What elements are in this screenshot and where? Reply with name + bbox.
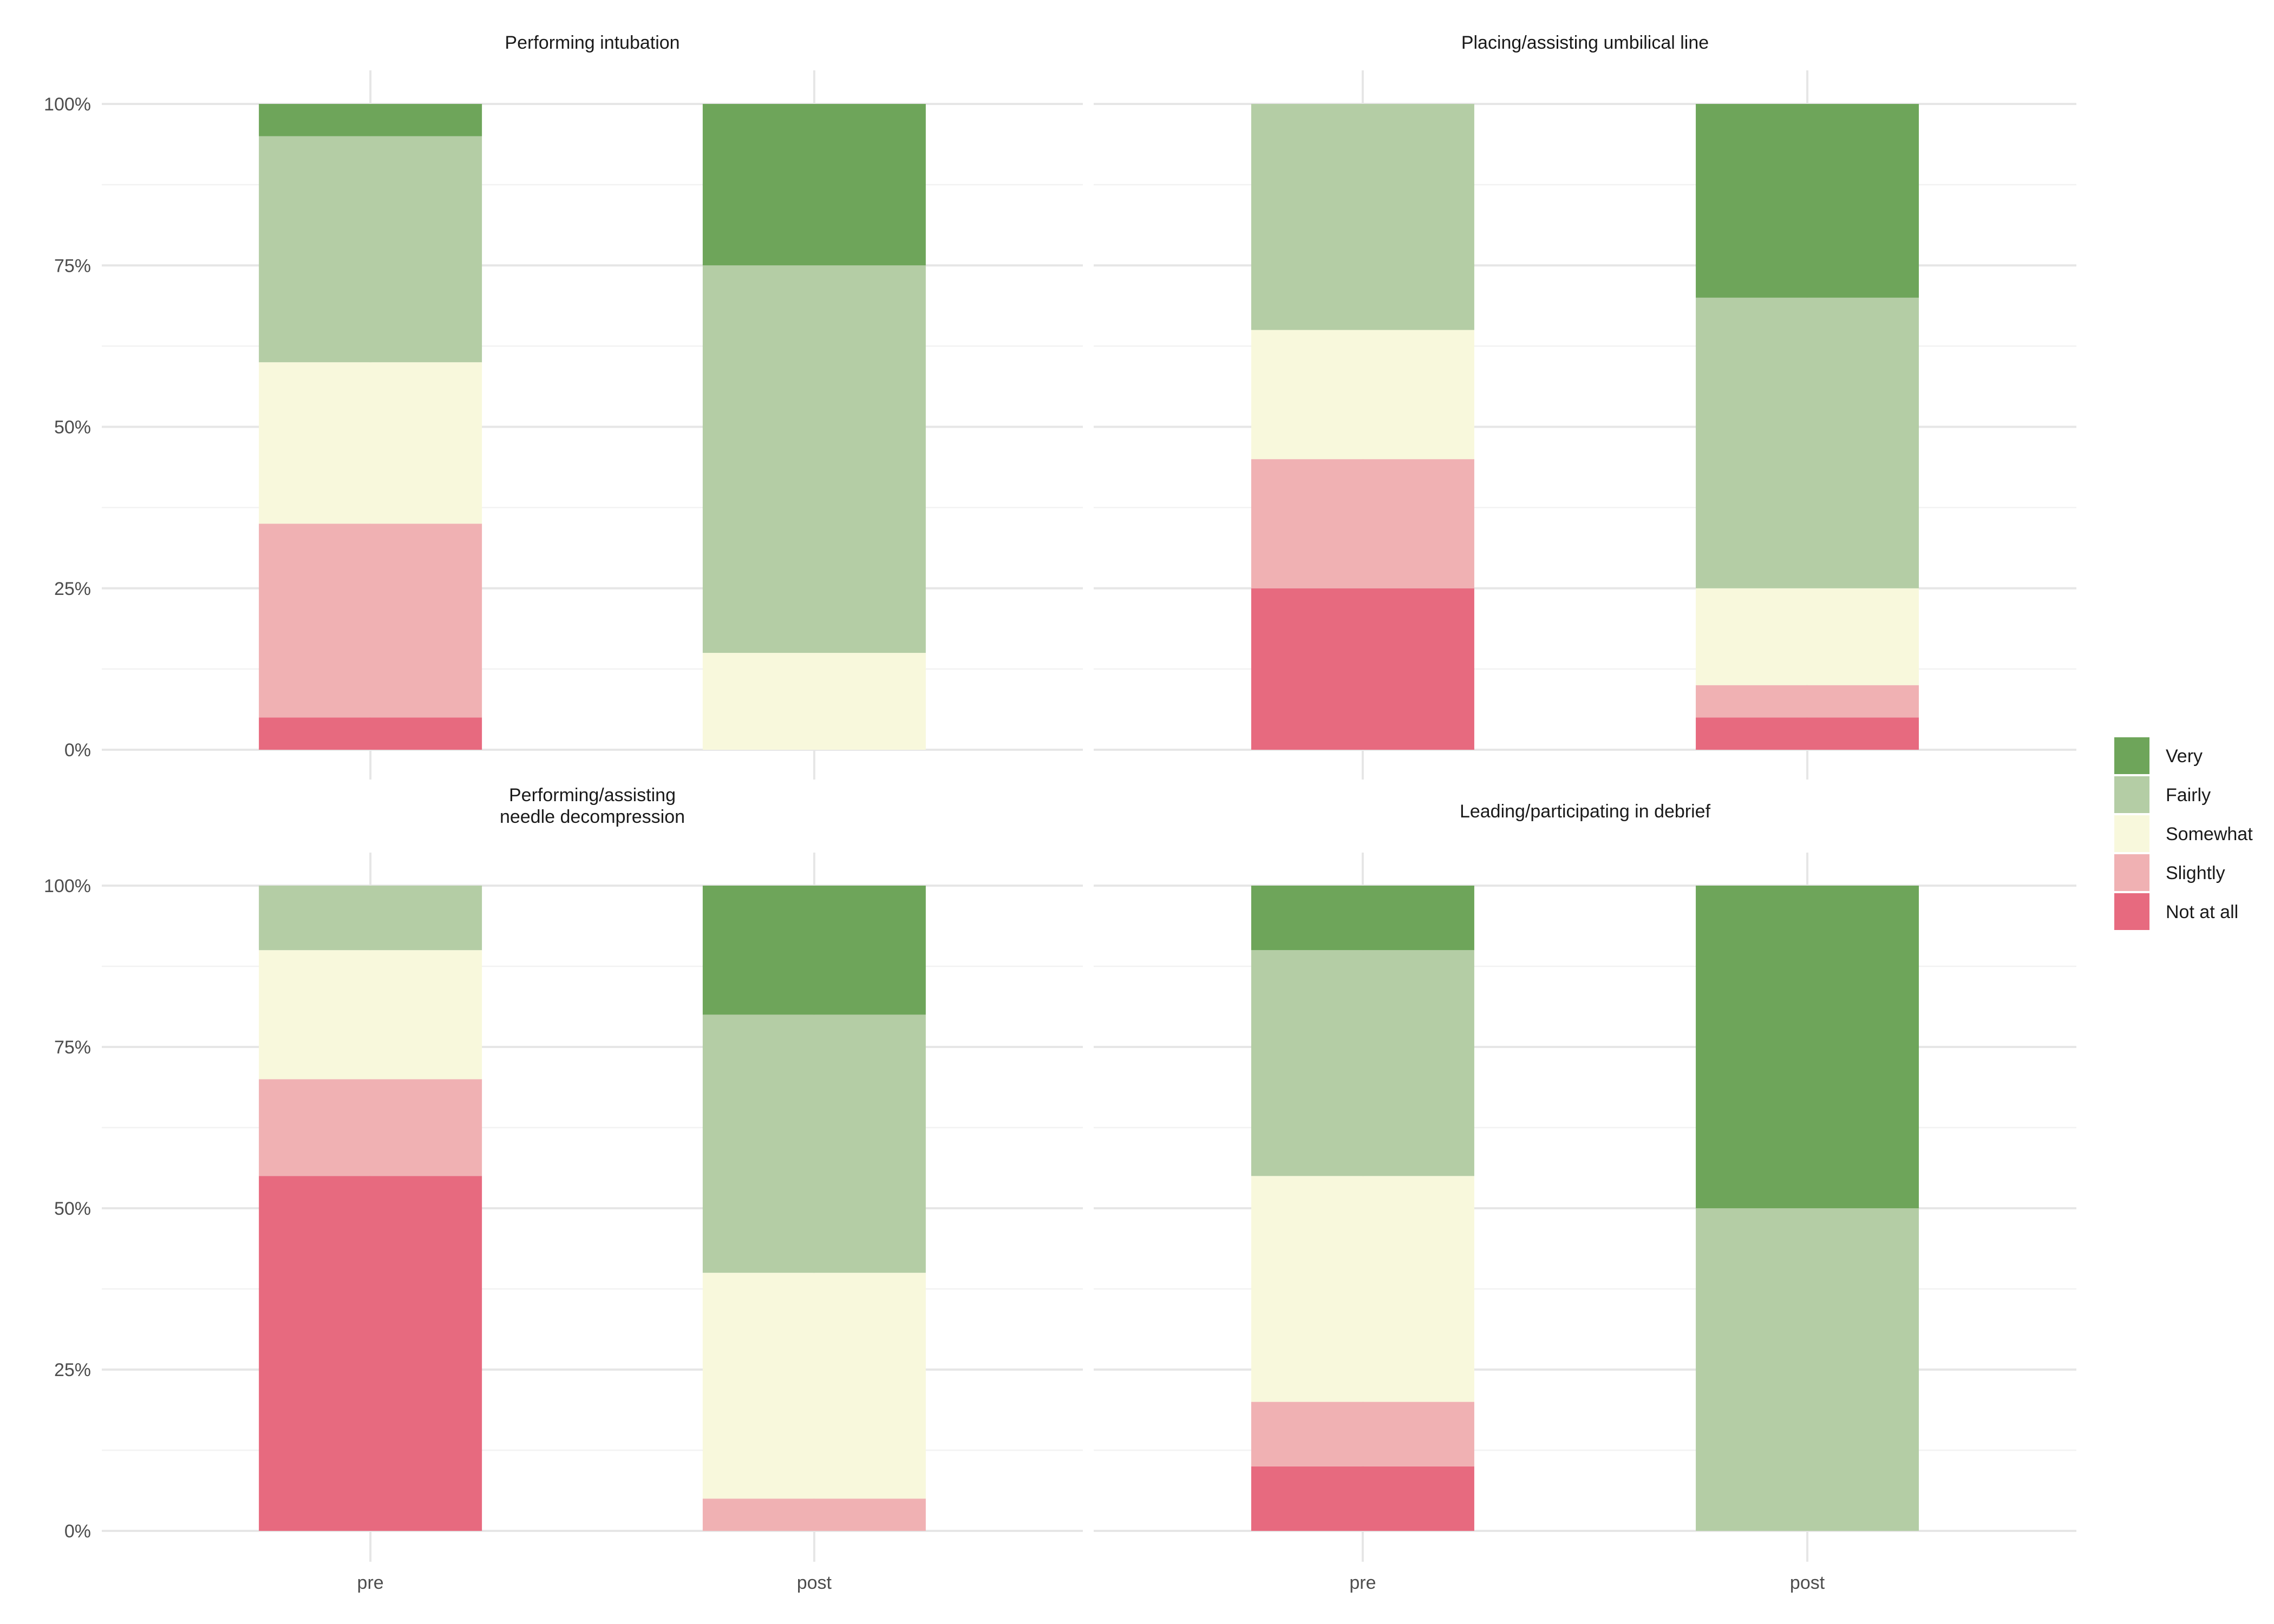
bar-segment-pre-not-at-all <box>259 717 482 750</box>
y-tick-label: 0% <box>64 1521 91 1542</box>
bar-segment-post-very <box>702 104 926 266</box>
y-tick-label: 75% <box>54 1037 91 1058</box>
bar-segment-post-fairly <box>702 265 926 653</box>
panel-title: needle decompression <box>500 807 685 827</box>
bar-segment-pre-slightly <box>259 523 482 718</box>
y-tick-label: 100% <box>44 876 91 896</box>
y-tick-label: 100% <box>44 94 91 115</box>
legend-swatch-slightly <box>2114 854 2149 891</box>
legend-label-not-at-all: Not at all <box>2166 902 2238 922</box>
y-tick-label: 25% <box>54 579 91 599</box>
bar-segment-pre-very <box>259 104 482 136</box>
bar-segment-post-fairly <box>1696 1208 1919 1531</box>
panel-title: Leading/participating in debrief <box>1460 801 1711 822</box>
legend-swatch-not-at-all <box>2114 893 2149 930</box>
bar-segment-pre-somewhat <box>1251 330 1474 460</box>
y-tick-label: 50% <box>54 1199 91 1219</box>
bar-segment-post-somewhat <box>702 1273 926 1499</box>
legend-label-slightly: Slightly <box>2166 863 2225 883</box>
x-tick-label: post <box>1790 1573 1825 1593</box>
bar-segment-pre-not-at-all <box>1251 1466 1474 1531</box>
y-tick-label: 0% <box>64 740 91 761</box>
bar-segment-post-somewhat <box>1696 588 1919 685</box>
legend-swatch-fairly <box>2114 776 2149 813</box>
legend-label-fairly: Fairly <box>2166 785 2211 806</box>
y-tick-label: 50% <box>54 417 91 438</box>
bar-segment-post-slightly <box>1696 685 1919 718</box>
x-tick-label: pre <box>357 1573 384 1593</box>
bar-segment-pre-slightly <box>1251 1402 1474 1466</box>
y-tick-label: 75% <box>54 256 91 276</box>
legend-label-somewhat: Somewhat <box>2166 824 2253 844</box>
panel-title: Performing intubation <box>505 32 679 53</box>
bar-segment-post-very <box>702 886 926 1015</box>
bar-segment-pre-fairly <box>1251 950 1474 1176</box>
bar-segment-post-fairly <box>702 1014 926 1273</box>
legend-label-very: Very <box>2166 746 2203 767</box>
panel-title: Performing/assisting <box>509 785 676 806</box>
bar-segment-post-very <box>1696 104 1919 298</box>
x-tick-label: post <box>797 1573 832 1593</box>
y-tick-label: 25% <box>54 1360 91 1380</box>
bar-segment-pre-fairly <box>259 886 482 951</box>
bar-segment-pre-slightly <box>1251 459 1474 588</box>
bar-segment-post-not-at-all <box>1696 717 1919 750</box>
bar-segment-post-very <box>1696 886 1919 1208</box>
bar-segment-pre-slightly <box>259 1079 482 1176</box>
bar-segment-pre-somewhat <box>259 362 482 524</box>
bar-segment-pre-fairly <box>259 136 482 363</box>
bar-segment-pre-not-at-all <box>1251 588 1474 750</box>
bar-segment-post-somewhat <box>702 653 926 750</box>
x-tick-label: pre <box>1349 1573 1376 1593</box>
legend-swatch-very <box>2114 737 2149 774</box>
bar-segment-pre-somewhat <box>1251 1176 1474 1402</box>
legend-swatch-somewhat <box>2114 815 2149 852</box>
bar-segment-post-fairly <box>1696 297 1919 588</box>
bar-segment-pre-very <box>1251 886 1474 951</box>
bar-segment-pre-not-at-all <box>259 1176 482 1531</box>
bar-segment-pre-somewhat <box>259 950 482 1079</box>
panel-title: Placing/assisting umbilical line <box>1461 32 1709 53</box>
bar-segment-pre-fairly <box>1251 104 1474 330</box>
bar-segment-post-slightly <box>702 1498 926 1531</box>
